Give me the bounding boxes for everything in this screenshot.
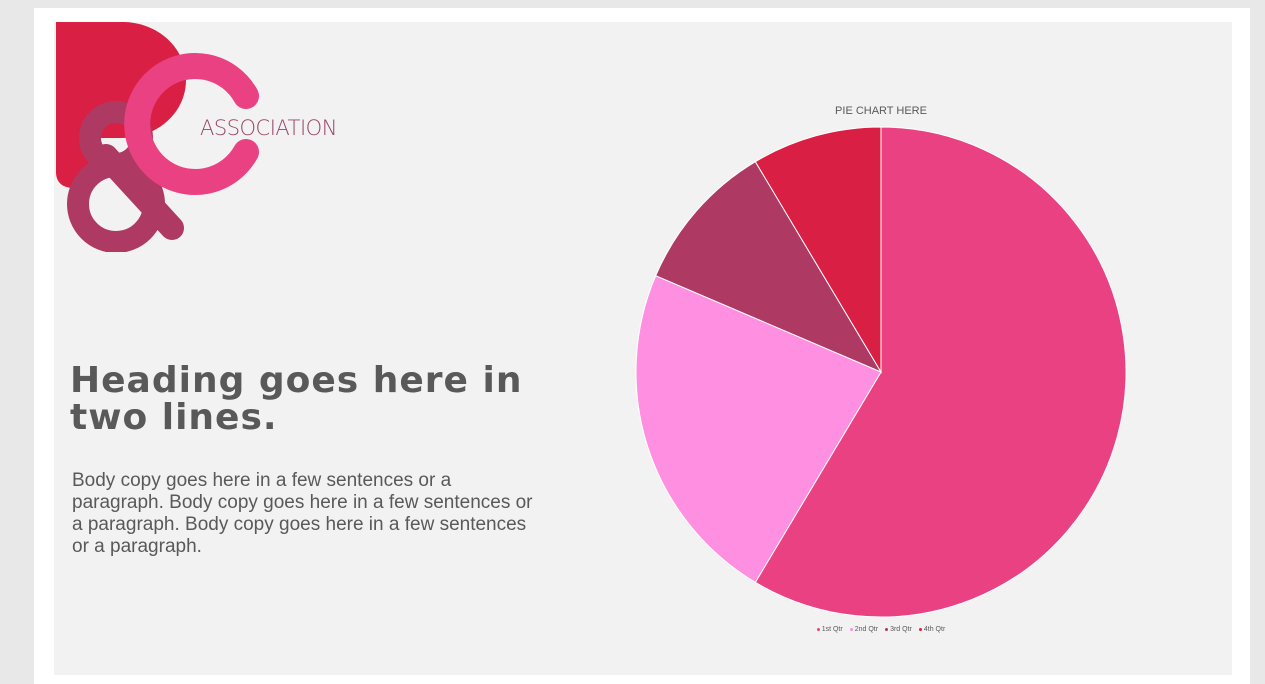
- legend-swatch: [816, 628, 820, 631]
- legend-label: 1st Qtr: [821, 626, 843, 633]
- legend-item-1: 1st Qtr: [816, 626, 843, 633]
- legend-swatch: [918, 628, 922, 631]
- pie-slice-1: [754, 126, 1127, 618]
- logo-c-shape: [124, 53, 259, 195]
- pie-slice-3: [655, 160, 883, 374]
- legend-swatch: [885, 628, 889, 631]
- legend-item-3: 3rd Qtr: [885, 626, 912, 633]
- chart-legend: 1st Qtr 2nd Qtr 3rd Qtr 4th Qtr: [781, 626, 981, 633]
- legend-swatch: [849, 628, 853, 631]
- logo-ampersand-tail: [94, 144, 184, 240]
- slide-canvas: ASSOCIATION Heading goes here in two lin…: [54, 22, 1232, 675]
- page-heading: Heading goes here in two lines.: [70, 360, 523, 438]
- body-copy: Body copy goes here in a few sentences o…: [72, 470, 533, 557]
- association-logo: ASSOCIATION: [54, 22, 364, 252]
- chart-title: PIE CHART HERE: [835, 105, 927, 117]
- legend-label: 4th Qtr: [923, 626, 946, 633]
- logo-mark: [56, 22, 259, 252]
- legend-item-4: 4th Qtr: [918, 626, 946, 633]
- legend-label: 2nd Qtr: [854, 626, 879, 633]
- pie-slice-2: [635, 275, 882, 584]
- pie-chart: [635, 126, 1127, 618]
- legend-label: 3rd Qtr: [890, 626, 912, 633]
- pie-slice-4: [754, 126, 882, 374]
- logo-wordmark: ASSOCIATION: [200, 116, 337, 140]
- legend-item-2: 2nd Qtr: [849, 626, 879, 633]
